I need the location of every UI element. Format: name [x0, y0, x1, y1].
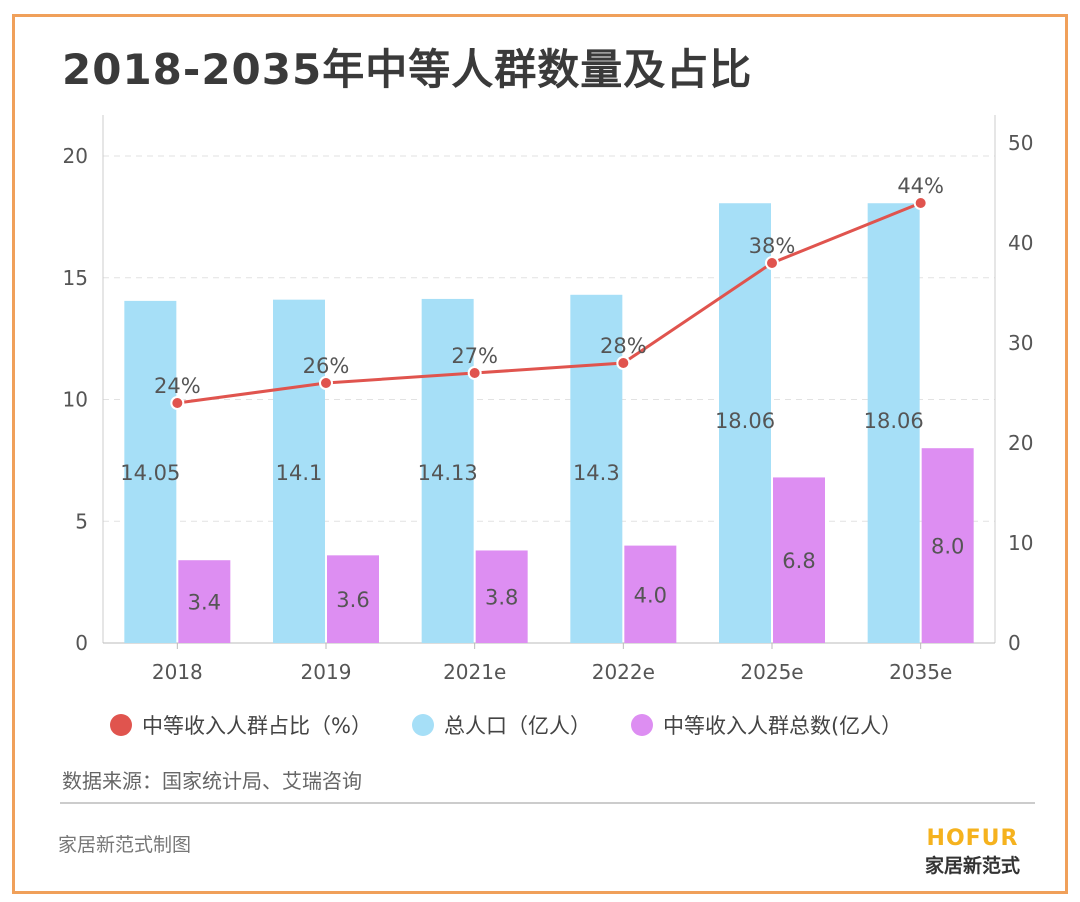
legend-item-ratio: 中等收入人群占比（%）	[110, 710, 372, 740]
bar-population	[421, 298, 474, 643]
line-point	[765, 256, 779, 270]
right-tick-label: 20	[1008, 431, 1033, 455]
bar-label-middle: 3.4	[188, 591, 221, 615]
x-tick-label: 2019	[301, 660, 352, 684]
bar-label-population: 18.06	[864, 409, 924, 433]
line-label: 38%	[749, 234, 796, 258]
chart-title: 2018-2035年中等人群数量及占比	[62, 45, 753, 94]
x-tick-label: 2025e	[740, 660, 803, 684]
x-tick-label: 2022e	[592, 660, 655, 684]
bar-label-population: 14.3	[573, 461, 620, 485]
line-point	[467, 366, 482, 380]
line-point	[616, 356, 631, 370]
bar-population	[570, 294, 623, 643]
legend-item-population: 总人口（亿人）	[411, 710, 591, 740]
line-ratio	[177, 201, 922, 405]
left-tick-label: 20	[63, 144, 88, 168]
bar-middle	[327, 555, 379, 643]
bar-label-population: 14.05	[120, 461, 180, 485]
left-tick-label: 0	[75, 631, 88, 655]
legend-label-middle: 中等收入人群总数(亿人）	[662, 714, 903, 738]
bar-middle	[475, 550, 528, 643]
right-tick-label: 40	[1008, 231, 1033, 255]
bar-population	[867, 203, 920, 643]
bar-population	[124, 300, 177, 643]
x-tick-label: 2018	[152, 660, 203, 684]
legend-label-ratio: 中等收入人群占比（%）	[142, 714, 372, 738]
bar-label-middle: 8.0	[931, 535, 964, 559]
bar-middle	[624, 545, 677, 643]
x-tick-label: 2035e	[889, 660, 952, 684]
bar-middle	[773, 477, 825, 643]
legend-label-population: 总人口（亿人）	[443, 714, 591, 738]
left-tick-label: 10	[63, 388, 88, 412]
line-label: 24%	[154, 374, 201, 398]
right-tick-label: 50	[1008, 131, 1033, 155]
bar-label-middle: 3.6	[336, 588, 369, 612]
right-tick-label: 0	[1008, 631, 1021, 655]
line-label: 26%	[303, 354, 350, 378]
credit: 家居新范式制图	[58, 834, 192, 856]
line-point	[170, 396, 185, 410]
line-label: 28%	[600, 334, 647, 358]
bar-label-middle: 3.8	[485, 586, 518, 610]
x-tick-label: 2021e	[443, 660, 506, 684]
legend-item-middle: 中等收入人群总数(亿人）	[630, 710, 903, 740]
bar-population	[719, 203, 771, 643]
line-point	[913, 196, 928, 210]
logo-en: HOFUR	[926, 826, 1019, 851]
bar-label-population: 14.1	[276, 461, 323, 485]
line-label: 44%	[897, 174, 944, 198]
bar-middle	[178, 560, 231, 643]
legend-swatch-middle	[630, 714, 653, 736]
legend: 中等收入人群占比（%） 总人口（亿人） 中等收入人群总数(亿人）	[110, 710, 902, 740]
bar-label-middle: 4.0	[634, 583, 667, 607]
bar-label-population: 18.06	[715, 409, 775, 433]
data-source: 数据来源：国家统计局、艾瑞咨询	[62, 769, 362, 793]
logo-cn: 家居新范式	[925, 855, 1021, 877]
line-point	[319, 376, 333, 390]
line-label: 27%	[451, 344, 498, 368]
left-tick-label: 5	[75, 509, 88, 533]
bar-population	[273, 299, 325, 643]
bar-label-population: 14.13	[418, 461, 478, 485]
left-tick-label: 15	[63, 266, 88, 290]
legend-swatch-population	[411, 714, 434, 736]
divider	[60, 802, 1035, 804]
right-tick-label: 30	[1008, 331, 1033, 355]
bar-middle	[921, 448, 974, 643]
legend-swatch-ratio	[110, 714, 132, 736]
bar-label-middle: 6.8	[782, 549, 815, 573]
logo: HOFUR 家居新范式	[925, 826, 1020, 878]
right-tick-label: 10	[1008, 531, 1033, 555]
